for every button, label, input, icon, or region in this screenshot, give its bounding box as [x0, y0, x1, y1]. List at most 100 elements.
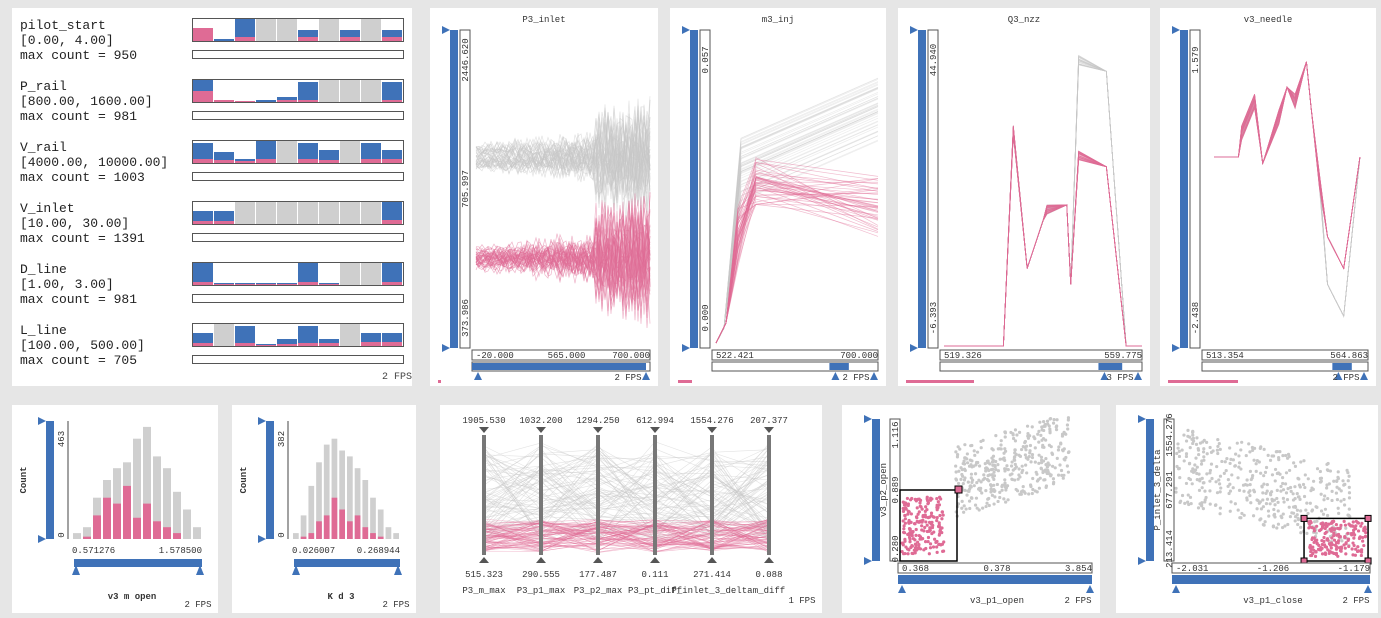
histogram-bin[interactable] — [235, 263, 256, 285]
axis-top-handle[interactable] — [764, 427, 774, 433]
x-range-slider[interactable] — [898, 575, 1092, 584]
curve-view-v3-needle[interactable]: v3_needle 1.579 -2.438 513.354 564.863 2 FPS — [1160, 8, 1376, 386]
y-max-handle[interactable] — [682, 26, 690, 34]
histogram-bin[interactable] — [298, 324, 319, 346]
histogram-bin[interactable] — [319, 202, 340, 224]
y-range-slider[interactable] — [690, 30, 698, 348]
histogram-bin[interactable] — [214, 202, 235, 224]
range-slider[interactable] — [192, 355, 404, 364]
x-range-slider[interactable] — [74, 559, 202, 567]
y-max-handle[interactable] — [910, 26, 918, 34]
histogram-bin[interactable] — [193, 263, 214, 285]
x-min-handle[interactable] — [1334, 372, 1343, 380]
histogram-bin[interactable] — [256, 141, 277, 163]
histogram-bin[interactable] — [319, 263, 340, 285]
histogram-bin[interactable] — [277, 263, 298, 285]
y-min-handle[interactable] — [38, 535, 46, 543]
brush-selection[interactable] — [899, 489, 958, 562]
histogram-bin[interactable] — [214, 263, 235, 285]
x-max-handle[interactable] — [1086, 585, 1094, 593]
y-max-handle[interactable] — [258, 417, 266, 425]
parallel-axis[interactable] — [767, 435, 771, 555]
y-min-handle[interactable] — [864, 557, 872, 565]
histogram-bin[interactable] — [193, 80, 214, 102]
histogram-bin[interactable] — [256, 80, 277, 102]
histogram-bin[interactable] — [361, 141, 382, 163]
axis-bottom-handle[interactable] — [479, 557, 489, 563]
x-range-slider[interactable] — [1098, 363, 1123, 370]
x-max-handle[interactable] — [870, 372, 878, 380]
histogram-v3-m-open[interactable]: Count 463 0 0.571276 1.578500 v3 m open 2 FPS — [12, 405, 218, 613]
histogram-bin[interactable] — [214, 324, 235, 346]
y-range-slider[interactable] — [1180, 30, 1188, 348]
y-max-handle[interactable] — [1172, 26, 1180, 34]
y-max-handle[interactable] — [38, 417, 46, 425]
y-min-handle[interactable] — [910, 344, 918, 352]
parallel-axis[interactable] — [710, 435, 714, 555]
axis-top-handle[interactable] — [593, 427, 603, 433]
histogram-row[interactable]: V_rail [4000.00, 10000.00] max count = 100… — [12, 140, 412, 200]
brush-handle[interactable] — [954, 485, 963, 494]
y-range-slider[interactable] — [450, 30, 458, 348]
y-min-handle[interactable] — [442, 344, 450, 352]
x-range-slider[interactable] — [1332, 363, 1352, 370]
y-range-slider[interactable] — [1146, 419, 1154, 561]
mini-histogram[interactable] — [192, 18, 404, 42]
histogram-bin[interactable] — [193, 202, 214, 224]
histogram-bin[interactable] — [277, 202, 298, 224]
histogram-bin[interactable] — [382, 141, 403, 163]
histogram-bin[interactable] — [235, 19, 256, 41]
parallel-axis[interactable] — [539, 435, 543, 555]
histogram-bin[interactable] — [382, 202, 403, 224]
parallel-axis[interactable] — [653, 435, 657, 555]
axis-top-handle[interactable] — [479, 427, 489, 433]
y-min-handle[interactable] — [1172, 344, 1180, 352]
x-min-handle[interactable] — [1100, 372, 1109, 380]
axis-top-handle[interactable] — [707, 427, 717, 433]
axis-bottom-handle[interactable] — [650, 557, 660, 563]
y-range-slider[interactable] — [266, 421, 274, 539]
histogram-row[interactable]: V_inlet [10.00, 30.00] max count = 1391 — [12, 201, 412, 261]
x-max-handle[interactable] — [1360, 372, 1368, 380]
histogram-bin[interactable] — [193, 324, 214, 346]
histogram-bin[interactable] — [382, 324, 403, 346]
x-min-handle[interactable] — [474, 372, 482, 380]
mini-histogram[interactable] — [192, 262, 404, 286]
mini-histogram[interactable] — [192, 201, 404, 225]
x-min-handle[interactable] — [831, 372, 840, 380]
range-slider[interactable] — [192, 50, 404, 59]
histogram-bin[interactable] — [340, 263, 361, 285]
histogram-bin[interactable] — [235, 202, 256, 224]
y-max-handle[interactable] — [1138, 415, 1146, 423]
histogram-bin[interactable] — [277, 80, 298, 102]
axis-bottom-handle[interactable] — [764, 557, 774, 563]
x-min-handle[interactable] — [898, 585, 906, 593]
brush-handle[interactable] — [1364, 514, 1372, 522]
range-slider[interactable] — [192, 233, 404, 242]
histogram-bin[interactable] — [214, 19, 235, 41]
histogram-row[interactable]: P_rail [800.00, 1600.00] max count = 981 — [12, 79, 412, 139]
parallel-axis[interactable] — [596, 435, 600, 555]
histogram-k-d-3[interactable]: Count 382 0 0.026007 0.268944 K d 3 2 FPS — [232, 405, 416, 613]
histogram-bin[interactable] — [193, 141, 214, 163]
histogram-bin[interactable] — [277, 324, 298, 346]
histogram-bin[interactable] — [319, 19, 340, 41]
y-min-handle[interactable] — [258, 535, 266, 543]
histogram-bin[interactable] — [298, 202, 319, 224]
histogram-bin[interactable] — [361, 202, 382, 224]
parallel-coordinates-view[interactable]: 1905.530 515.323 P3_m_max 1032.200 290.555 P3… — [440, 405, 822, 613]
histogram-bin[interactable] — [235, 324, 256, 346]
range-slider[interactable] — [192, 294, 404, 303]
histogram-row[interactable]: D_line [1.00, 3.00] max count = 981 — [12, 262, 412, 322]
histogram-bin[interactable] — [340, 324, 361, 346]
x-range-slider[interactable] — [472, 363, 646, 370]
parallel-axis[interactable] — [482, 435, 486, 555]
histogram-bin[interactable] — [382, 80, 403, 102]
histogram-bin[interactable] — [340, 141, 361, 163]
curve-view-p3-inlet[interactable]: P3_inlet 2446.620 705.997 373.986 -20.000 565… — [430, 8, 658, 386]
range-slider[interactable] — [192, 111, 404, 120]
y-max-handle[interactable] — [864, 415, 872, 423]
y-range-slider[interactable] — [872, 419, 880, 561]
histogram-bin[interactable] — [340, 19, 361, 41]
axis-top-handle[interactable] — [650, 427, 660, 433]
